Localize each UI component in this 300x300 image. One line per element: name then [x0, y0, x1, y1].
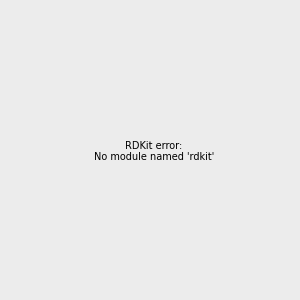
Text: RDKit error:
No module named 'rdkit': RDKit error: No module named 'rdkit'	[94, 141, 214, 162]
